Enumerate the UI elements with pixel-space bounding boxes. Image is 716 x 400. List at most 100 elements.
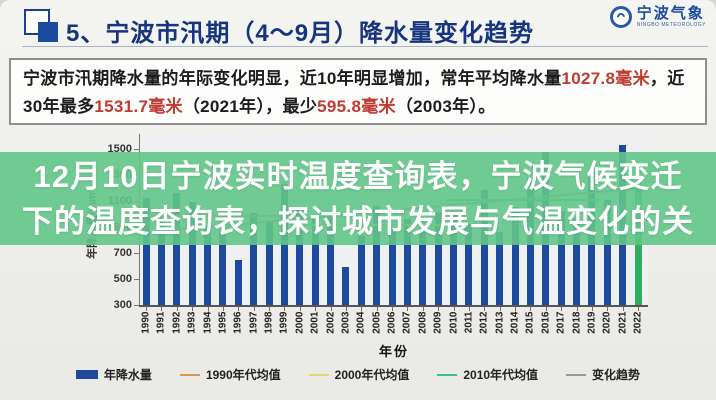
year-label: 2012	[478, 311, 490, 334]
info-text-segment: （2021年），最少	[182, 97, 318, 116]
bar-2018	[573, 218, 580, 305]
bar-2003	[342, 266, 350, 305]
x-tick-mark	[392, 307, 393, 311]
year-label: 1998	[263, 311, 275, 334]
year-label: 2016	[540, 311, 552, 334]
legend-label: 2000年代均值	[334, 368, 410, 382]
x-tick-mark	[222, 307, 224, 311]
year-label: 1990	[140, 311, 152, 334]
x-tick-mark	[176, 307, 178, 311]
highlight-value: 595.8毫米	[317, 97, 396, 116]
ningbo-meteorology-logo: 宁波气象 NINGBO METEOROLOGY	[609, 6, 706, 28]
year-label: 2001	[309, 311, 321, 334]
x-tick-mark	[622, 307, 624, 311]
year-label: 1992	[171, 311, 183, 334]
year-label: 2005	[371, 311, 383, 334]
x-tick-mark	[253, 307, 255, 311]
year-label: 1995	[217, 311, 229, 334]
summary-text-box: 宁波市汛期降水量的年际变化明显，近10年明显增加，常年平均降水量1027.8毫米…	[9, 58, 707, 125]
page-title: 5、宁波市汛期（4～9月）降水量变化趋势	[66, 20, 535, 47]
x-tick-mark	[407, 307, 409, 311]
x-tick-mark	[238, 307, 240, 311]
summary-paragraph: 宁波市汛期降水量的年际变化明显，近10年明显增加，常年平均降水量1027.8毫米…	[23, 65, 693, 121]
chart-legend: 年降水量 1990年代均值 2000年代均值 2010年代均值 变化趋势	[0, 366, 716, 383]
legend-line-swatch-icon	[566, 373, 587, 376]
bar-1996	[234, 259, 242, 305]
legend-line-swatch-icon	[179, 373, 200, 376]
slide-header: 5、宁波市汛期（4～9月）降水量变化趋势 宁波气象 NINGBO METEORO…	[0, 0, 716, 56]
bar-1990	[142, 198, 150, 305]
headline-line-1: 12月10日宁波实时温度查询表，宁波气候变迁	[33, 158, 683, 194]
x-tick-mark	[345, 307, 347, 311]
year-label: 2008	[417, 311, 429, 334]
bar-2009	[434, 212, 442, 305]
legend-bar-swatch-icon	[75, 370, 98, 379]
y-tick-mark	[134, 279, 139, 280]
legend-line-swatch-icon	[308, 373, 329, 376]
year-label: 2000	[294, 311, 306, 334]
bar-1998	[265, 220, 273, 305]
year-label: 2003	[340, 311, 352, 334]
y-tick-mark	[134, 149, 139, 150]
x-tick-mark	[192, 307, 194, 311]
x-tick-mark	[284, 307, 286, 311]
x-tick-mark	[499, 307, 501, 311]
x-tick-mark	[530, 307, 532, 311]
x-tick-mark	[315, 307, 317, 311]
y-tick-mark	[134, 253, 139, 254]
year-label: 2021	[617, 311, 629, 334]
legend-item: 2000年代均值	[308, 366, 410, 383]
bar-2011	[465, 223, 473, 305]
x-axis	[139, 305, 648, 307]
highlight-value: 1027.8毫米	[561, 69, 650, 88]
x-tick-mark	[376, 307, 378, 311]
x-tick-mark	[161, 307, 163, 311]
year-label: 2010	[448, 311, 459, 334]
year-label: 1994	[202, 311, 213, 334]
x-tick-mark	[146, 307, 147, 311]
x-tick-mark	[207, 307, 209, 311]
x-tick-mark	[438, 307, 440, 311]
bar-2013	[496, 231, 504, 305]
x-tick-mark	[468, 307, 470, 311]
x-tick-mark	[453, 307, 455, 311]
y-tick-label: 300	[113, 299, 132, 311]
year-label: 1997	[248, 311, 260, 334]
year-label: 2013	[494, 311, 506, 334]
year-label: 1999	[278, 311, 290, 334]
bar-1994	[204, 227, 211, 305]
headline-overlay-banner: 12月10日宁波实时温度查询表，宁波气候变迁 下的温度查询表，探讨城市发展与气温…	[0, 152, 716, 245]
x-tick-mark	[269, 307, 270, 311]
x-tick-mark	[561, 307, 563, 311]
legend-item: 2010年代均值	[437, 366, 538, 383]
year-label: 2019	[586, 311, 598, 334]
y-tick-mark	[134, 305, 139, 306]
year-label: 1991	[155, 311, 167, 334]
x-tick-mark	[484, 307, 486, 311]
bar-2005	[373, 206, 381, 305]
bar-2017	[557, 210, 565, 305]
logo-subtitle: NINGBO METEOROLOGY	[636, 22, 706, 28]
logo-swirl-icon	[609, 6, 632, 28]
x-tick-mark	[361, 307, 363, 311]
bar-2000	[296, 208, 304, 305]
x-tick-mark	[638, 307, 639, 311]
year-label: 2022	[632, 311, 644, 334]
legend-item: 变化趋势	[566, 366, 640, 383]
legend-item: 年降水量	[75, 366, 152, 383]
bar-2006	[388, 228, 396, 305]
bar-1995	[219, 230, 227, 305]
legend-label: 变化趋势	[592, 368, 641, 382]
bar-1993	[188, 202, 196, 305]
legend-label: 1990年代均值	[205, 368, 281, 382]
year-label: 2018	[571, 311, 582, 334]
legend-item: 1990年代均值	[179, 366, 281, 383]
bar-2001	[311, 219, 319, 305]
year-label: 2007	[401, 311, 413, 334]
bar-2012	[480, 189, 488, 305]
year-label: 1996	[232, 311, 244, 334]
bar-2004	[357, 236, 365, 305]
bar-1997	[250, 212, 258, 305]
header-divider	[22, 46, 708, 47]
